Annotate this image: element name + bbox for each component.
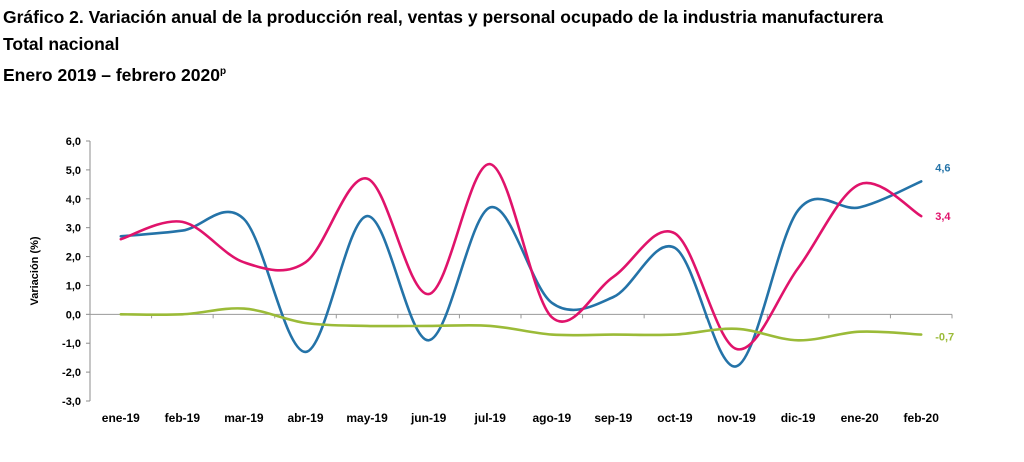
series-end-label: 4,6 (935, 162, 950, 174)
x-tick-label: feb-20 (904, 411, 940, 425)
y-tick-label: 2,0 (66, 252, 81, 264)
y-axis-title: Variación (%) (29, 236, 41, 305)
chart-end-labels: 4,6 3,4 -0,7 (935, 162, 954, 343)
series-end-label: -0,7 (935, 332, 954, 344)
chart-series (119, 162, 923, 368)
series-line-magenta (119, 162, 923, 351)
y-tick-label: -1,0 (62, 338, 81, 350)
x-tick-label: abr-19 (287, 411, 323, 425)
y-tick-label: 0,0 (66, 309, 81, 321)
y-tick-label: 3,0 (66, 223, 81, 235)
x-tick-label: jul-19 (474, 411, 507, 425)
x-tick-label: may-19 (346, 411, 388, 425)
y-tick-label: -2,0 (62, 367, 81, 379)
x-tick-label: jun-19 (410, 411, 447, 425)
chart-axes: 6,0 5,0 4,0 3,0 2,0 1,0 0,0 -1,0 -2,0 -3,0 ene-19 f… (29, 136, 953, 425)
preliminary-mark: p (219, 66, 227, 77)
chart-period-text: Enero 2019 – febrero 2020 (3, 65, 220, 85)
x-tick-label: ago-19 (532, 411, 571, 425)
series-end-label: 3,4 (935, 211, 951, 223)
chart-subtitle: Total nacional (3, 34, 120, 54)
x-tick-label: dic-19 (781, 411, 816, 425)
chart-title: Gráfico 2. Variación anual de la producc… (3, 7, 884, 27)
series-line-green (119, 307, 923, 342)
chart-period: Enero 2019 – febrero 2020p (3, 58, 883, 89)
x-tick-label: nov-19 (717, 411, 756, 425)
y-tick-label: 1,0 (66, 280, 81, 292)
x-tick-label: feb-19 (165, 411, 201, 425)
y-tick-label: 4,0 (66, 194, 81, 206)
x-tick-label: ene-20 (841, 411, 879, 425)
y-tick-label: -3,0 (62, 396, 81, 408)
series-line-blue (119, 180, 923, 368)
x-tick-label: oct-19 (657, 411, 693, 425)
x-tick-label: ene-19 (102, 411, 140, 425)
x-tick-label: sep-19 (594, 411, 632, 425)
y-tick-label: 6,0 (66, 136, 81, 148)
x-tick-label: mar-19 (224, 411, 264, 425)
chart-titles: Gráfico 2. Variación anual de la producc… (3, 4, 883, 89)
y-tick-label: 5,0 (66, 165, 81, 177)
